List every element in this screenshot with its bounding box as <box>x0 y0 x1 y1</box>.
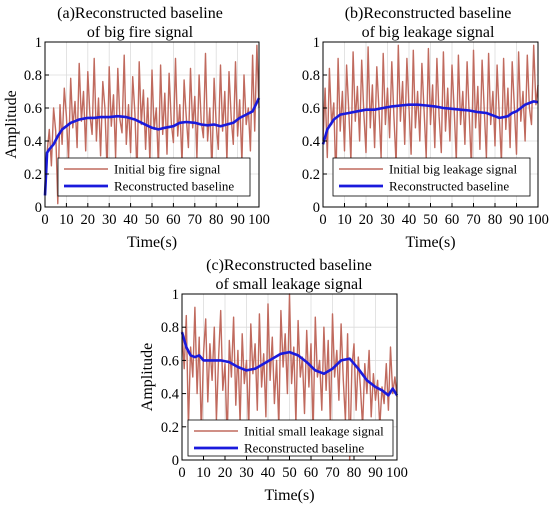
legend-box <box>57 157 251 197</box>
x-tick-label: 0 <box>41 212 48 228</box>
x-tick-label: 90 <box>509 212 524 228</box>
chart-subtitle: of small leakage signal <box>215 276 363 293</box>
legend-box <box>332 157 531 197</box>
x-tick-label: 60 <box>445 212 460 228</box>
x-tick-label: 40 <box>261 465 276 481</box>
series-signal-line <box>322 44 539 185</box>
chart-title: (a)Reconstructed baseline <box>57 5 223 22</box>
x-tick-label: 0 <box>319 212 326 228</box>
x-tick-label: 50 <box>423 212 438 228</box>
y-tick-label: 0 <box>172 453 179 469</box>
y-tick-label: 1 <box>35 35 42 51</box>
legend: Initial big fire signal Reconstructed bas… <box>57 157 251 197</box>
legend-label: Reconstructed baseline <box>389 179 509 194</box>
x-tick-label: 20 <box>218 465 233 481</box>
x-tick-label: 90 <box>368 465 383 481</box>
x-tick-label: 40 <box>402 212 417 228</box>
y-tick-label: 0.2 <box>161 420 179 436</box>
y-tick-label: 0.8 <box>24 68 42 84</box>
y-tick-label: 0.4 <box>302 134 321 150</box>
x-tick-label: 60 <box>304 465 319 481</box>
x-tick-label: 50 <box>145 212 160 228</box>
y-tick-label: 1 <box>172 287 179 303</box>
x-axis-label: Time(s) <box>264 487 314 504</box>
y-axis-label: Amplitude <box>139 343 156 411</box>
x-tick-label: 100 <box>248 212 270 228</box>
series-signal-line <box>44 44 260 205</box>
x-tick-label: 50 <box>282 465 297 481</box>
legend: Initial big leakage signal Reconstructed … <box>332 157 531 197</box>
x-tick-label: 30 <box>380 212 395 228</box>
chart-subtitle: of big fire signal <box>87 24 194 41</box>
panel-a: (a)Reconstructed baseline of big fire sig… <box>3 5 270 251</box>
x-tick-label: 70 <box>325 465 340 481</box>
x-tick-label: 10 <box>59 212 74 228</box>
x-tick-label: 0 <box>178 465 185 481</box>
legend-box <box>187 419 394 457</box>
y-tick-label: 1 <box>313 35 320 51</box>
x-tick-label: 20 <box>81 212 96 228</box>
x-tick-label: 90 <box>230 212 245 228</box>
x-tick-label: 80 <box>347 465 362 481</box>
x-tick-label: 100 <box>386 465 408 481</box>
y-tick-label: 0.2 <box>302 167 320 183</box>
x-tick-label: 80 <box>488 212 503 228</box>
panel-b: (b)Reconstructed baseline of big leakage … <box>302 5 549 251</box>
panel-c: (c)Reconstructed baseline of small leakag… <box>139 257 408 504</box>
x-tick-label: 70 <box>188 212 203 228</box>
chart-title: (c)Reconstructed baseline <box>206 257 372 274</box>
series-baseline-line <box>321 100 539 145</box>
legend-label: Initial big fire signal <box>114 162 221 177</box>
x-tick-label: 80 <box>209 212 224 228</box>
y-tick-label: 0 <box>35 200 42 216</box>
y-tick-label: 0.6 <box>302 101 320 117</box>
x-tick-label: 10 <box>337 212 352 228</box>
chart-title: (b)Reconstructed baseline <box>345 5 512 22</box>
y-tick-label: 0.8 <box>161 320 179 336</box>
y-tick-label: 0.2 <box>24 167 42 183</box>
x-tick-label: 40 <box>123 212 138 228</box>
y-tick-label: 0.4 <box>24 134 43 150</box>
legend-label: Reconstructed baseline <box>114 179 234 194</box>
x-axis-label: Time(s) <box>405 234 455 251</box>
y-tick-label: 0.4 <box>161 387 180 403</box>
x-tick-label: 30 <box>239 465 254 481</box>
x-tick-label: 60 <box>166 212 181 228</box>
y-axis-label: Amplitude <box>3 90 20 158</box>
legend-label: Reconstructed baseline <box>244 441 364 456</box>
x-tick-label: 70 <box>466 212 481 228</box>
legend-label: Initial big leakage signal <box>389 162 518 177</box>
legend-label: Initial small leakage signal <box>244 424 384 439</box>
series-baseline-line <box>180 331 399 397</box>
x-axis-label: Time(s) <box>127 234 177 251</box>
series-baseline-line <box>43 97 261 196</box>
x-tick-label: 10 <box>196 465 211 481</box>
y-tick-label: 0.6 <box>24 101 42 117</box>
x-tick-label: 30 <box>102 212 117 228</box>
y-tick-label: 0.8 <box>302 68 320 84</box>
x-tick-label: 20 <box>359 212 374 228</box>
chart-subtitle: of big leakage signal <box>362 24 495 41</box>
x-tick-label: 100 <box>527 212 549 228</box>
y-tick-label: 0 <box>313 200 320 216</box>
y-tick-label: 0.6 <box>161 353 179 369</box>
legend: Initial small leakage signal Reconstructe… <box>187 419 394 457</box>
